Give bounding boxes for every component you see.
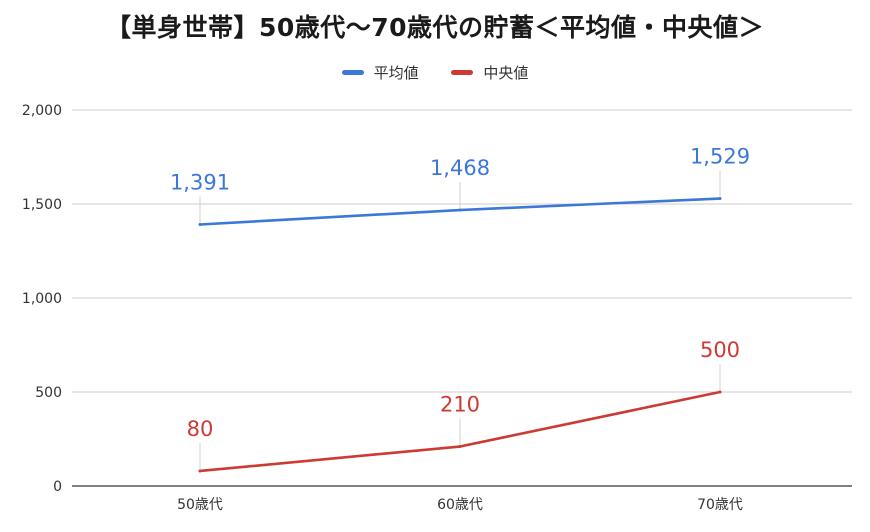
data-label-mean: 1,529 [690, 145, 750, 169]
legend-item-median: 中央値 [451, 62, 528, 83]
legend-swatch-mean [341, 70, 364, 75]
y-tick-label: 500 [35, 385, 62, 401]
chart-title: 【単身世帯】50歳代〜70歳代の貯蓄＜平均値・中央値＞ [105, 13, 765, 42]
legend-label-median: 中央値 [483, 64, 529, 82]
data-point-mean [718, 197, 722, 201]
data-point-mean [458, 208, 462, 212]
x-tick-label: 70歳代 [697, 497, 743, 513]
x-tick-label: 50歳代 [177, 497, 223, 513]
legend: 平均値 中央値 [0, 62, 870, 83]
legend-swatch-median [451, 70, 474, 75]
y-tick-label: 2,000 [22, 103, 62, 119]
legend-label-mean: 平均値 [373, 64, 419, 82]
data-label-mean: 1,468 [430, 156, 490, 180]
data-point-median [718, 390, 722, 394]
data-label-median: 500 [700, 338, 740, 362]
data-label-median: 210 [440, 393, 480, 417]
x-tick-label: 60歳代 [437, 497, 483, 513]
data-point-median [458, 445, 462, 449]
y-tick-label: 1,500 [22, 197, 62, 213]
y-tick-label: 0 [53, 479, 62, 495]
data-label-median: 80 [187, 417, 214, 441]
data-point-median [198, 469, 202, 473]
y-tick-label: 1,000 [22, 291, 62, 307]
legend-item-mean: 平均値 [341, 62, 419, 83]
data-point-mean [198, 222, 202, 226]
data-label-mean: 1,391 [170, 170, 230, 194]
